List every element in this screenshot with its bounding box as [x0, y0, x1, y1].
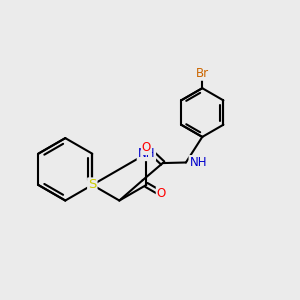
Text: O: O — [142, 141, 151, 154]
Text: O: O — [157, 187, 166, 200]
Text: S: S — [88, 178, 97, 191]
Text: Br: Br — [196, 67, 209, 80]
Text: NH: NH — [190, 156, 207, 169]
Text: NH: NH — [138, 147, 155, 160]
